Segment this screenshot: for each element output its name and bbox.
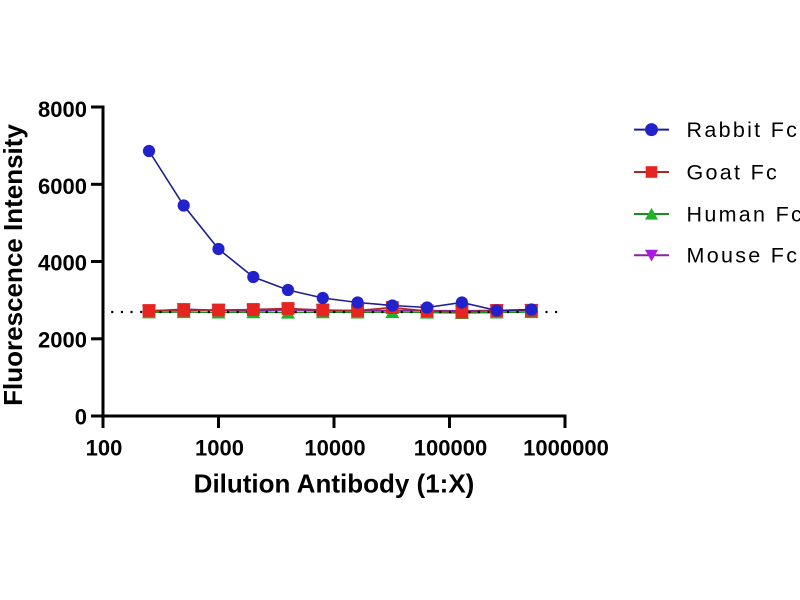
svg-text:Goat Fc: Goat Fc bbox=[687, 161, 780, 185]
svg-text:Fluorescence Intensity: Fluorescence Intensity bbox=[0, 124, 28, 406]
svg-text:0: 0 bbox=[75, 405, 87, 430]
svg-text:10000: 10000 bbox=[304, 436, 365, 461]
svg-text:6000: 6000 bbox=[38, 174, 87, 199]
svg-text:1000000: 1000000 bbox=[523, 436, 609, 461]
svg-text:Mouse Fc: Mouse Fc bbox=[687, 243, 800, 267]
svg-text:1000: 1000 bbox=[195, 436, 244, 461]
svg-text:Dilution Antibody (1:X): Dilution Antibody (1:X) bbox=[194, 469, 475, 499]
svg-text:8000: 8000 bbox=[38, 97, 87, 122]
svg-text:Rabbit Fc: Rabbit Fc bbox=[687, 118, 800, 142]
svg-text:100000: 100000 bbox=[414, 436, 487, 461]
svg-text:100: 100 bbox=[86, 436, 123, 461]
svg-text:Human Fc: Human Fc bbox=[687, 202, 800, 226]
svg-text:4000: 4000 bbox=[38, 251, 87, 276]
svg-text:2000: 2000 bbox=[38, 328, 87, 353]
